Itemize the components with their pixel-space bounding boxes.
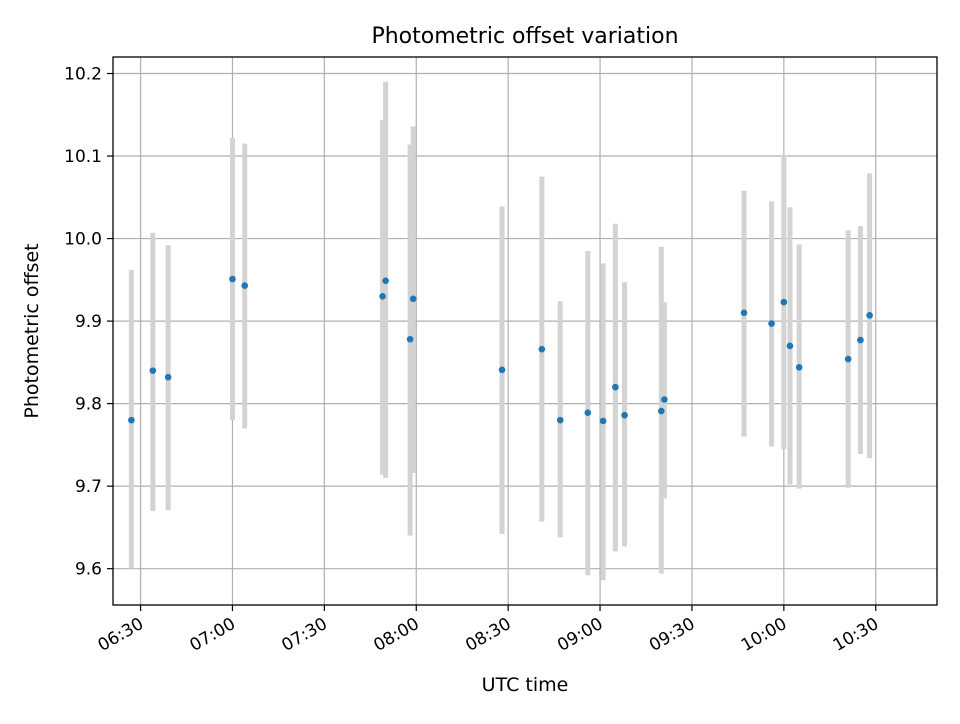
data-point: [164, 373, 172, 381]
data-point: [740, 309, 748, 317]
data-point: [844, 355, 852, 363]
data-point: [229, 275, 236, 283]
data-point: [658, 407, 665, 415]
data-point: [866, 312, 873, 319]
data-point: [780, 298, 788, 306]
data-point: [599, 417, 607, 425]
data-point: [795, 364, 803, 371]
data-point: [786, 342, 794, 350]
y-tick-label: 10.2: [64, 65, 102, 85]
data-point: [584, 409, 592, 417]
data-point: [556, 416, 564, 424]
x-tick-label: 09:30: [646, 614, 698, 656]
data-point: [768, 320, 775, 327]
point-layer: [128, 275, 873, 425]
data-point: [621, 411, 628, 419]
x-tick-label: 07:00: [187, 614, 239, 656]
y-tick-label: 10.1: [64, 147, 102, 167]
y-axis-label: Photometric offset: [21, 243, 43, 418]
x-tick-label: 10:30: [830, 614, 882, 656]
y-tick-label: 9.6: [75, 560, 102, 580]
grid-layer: [113, 57, 937, 605]
x-tick-label: 07:30: [278, 614, 330, 656]
plot-frame: [112, 56, 938, 606]
x-tick-label: 08:00: [370, 614, 422, 656]
x-axis-label: UTC time: [482, 674, 569, 696]
data-point: [149, 367, 157, 374]
data-point: [128, 416, 135, 424]
data-point: [241, 282, 249, 289]
data-point: [409, 295, 417, 303]
chart-title: Photometric offset variation: [371, 24, 678, 49]
x-tick-label: 08:30: [462, 614, 514, 656]
tick-layer: 06:30 07:00 07:30 08:00 08:30 09:00 09:30 10:00…: [64, 65, 882, 656]
y-tick-label: 9.7: [75, 477, 102, 497]
data-point: [498, 366, 506, 374]
data-point: [382, 277, 389, 284]
x-tick-label: 09:00: [554, 614, 606, 656]
y-tick-label: 9.8: [75, 395, 102, 415]
x-tick-label: 10:00: [738, 614, 790, 656]
data-point: [857, 336, 864, 344]
data-point: [406, 335, 414, 343]
x-tick-label: 06:30: [95, 614, 147, 656]
data-point: [661, 396, 668, 403]
data-point: [379, 293, 386, 300]
data-point: [612, 383, 619, 391]
y-tick-label: 9.9: [75, 312, 102, 332]
y-tick-label: 10.0: [64, 230, 102, 250]
data-point: [538, 345, 546, 353]
